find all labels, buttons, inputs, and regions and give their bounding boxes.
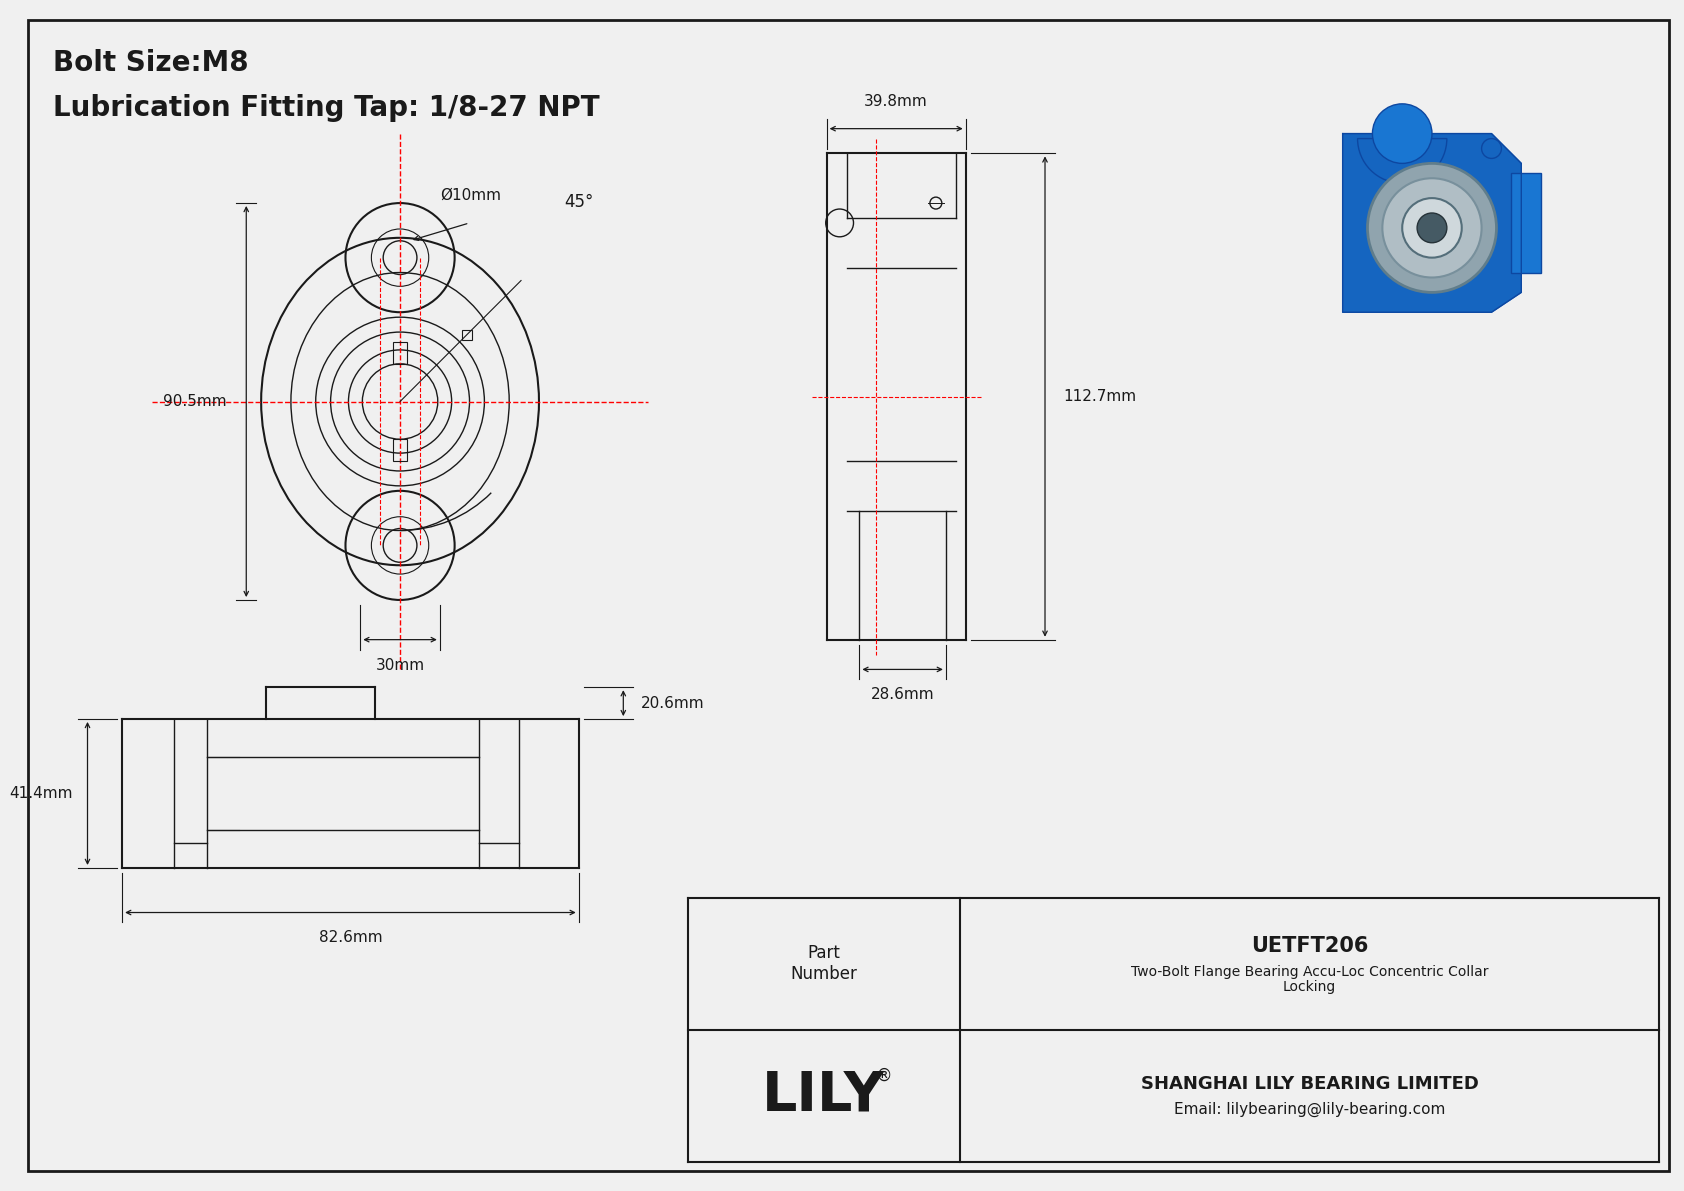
Text: 39.8mm: 39.8mm xyxy=(864,94,928,108)
Bar xyxy=(1511,174,1541,273)
Text: 20.6mm: 20.6mm xyxy=(642,696,706,711)
Text: Locking: Locking xyxy=(1283,980,1335,994)
Circle shape xyxy=(1482,138,1502,158)
Polygon shape xyxy=(1342,133,1521,312)
Text: ®: ® xyxy=(876,1067,893,1085)
Text: Lubrication Fitting Tap: 1/8-27 NPT: Lubrication Fitting Tap: 1/8-27 NPT xyxy=(52,94,600,121)
Text: Two-Bolt Flange Bearing Accu-Loc Concentric Collar: Two-Bolt Flange Bearing Accu-Loc Concent… xyxy=(1130,965,1489,979)
Text: 41.4mm: 41.4mm xyxy=(8,786,72,802)
Circle shape xyxy=(1383,179,1482,278)
Text: 30mm: 30mm xyxy=(376,657,424,673)
Text: 28.6mm: 28.6mm xyxy=(871,687,935,703)
Circle shape xyxy=(1372,104,1431,163)
Text: Email: lilybearing@lily-bearing.com: Email: lilybearing@lily-bearing.com xyxy=(1174,1102,1445,1117)
Text: SHANGHAI LILY BEARING LIMITED: SHANGHAI LILY BEARING LIMITED xyxy=(1140,1074,1479,1092)
Text: 90.5mm: 90.5mm xyxy=(163,394,226,409)
Bar xyxy=(392,439,408,461)
Text: UETFT206: UETFT206 xyxy=(1251,936,1367,955)
Text: Part
Number: Part Number xyxy=(790,944,857,983)
Circle shape xyxy=(1418,213,1447,243)
Text: Ø10mm: Ø10mm xyxy=(440,188,500,204)
Text: 45°: 45° xyxy=(564,193,593,211)
Circle shape xyxy=(1403,198,1462,257)
Text: 112.7mm: 112.7mm xyxy=(1063,389,1137,404)
Text: 82.6mm: 82.6mm xyxy=(318,930,382,946)
Text: Bolt Size:M8: Bolt Size:M8 xyxy=(52,49,249,77)
Text: LILY: LILY xyxy=(763,1068,886,1123)
Bar xyxy=(461,330,472,339)
Circle shape xyxy=(1367,163,1497,292)
Wedge shape xyxy=(1357,138,1447,183)
Bar xyxy=(392,342,408,363)
